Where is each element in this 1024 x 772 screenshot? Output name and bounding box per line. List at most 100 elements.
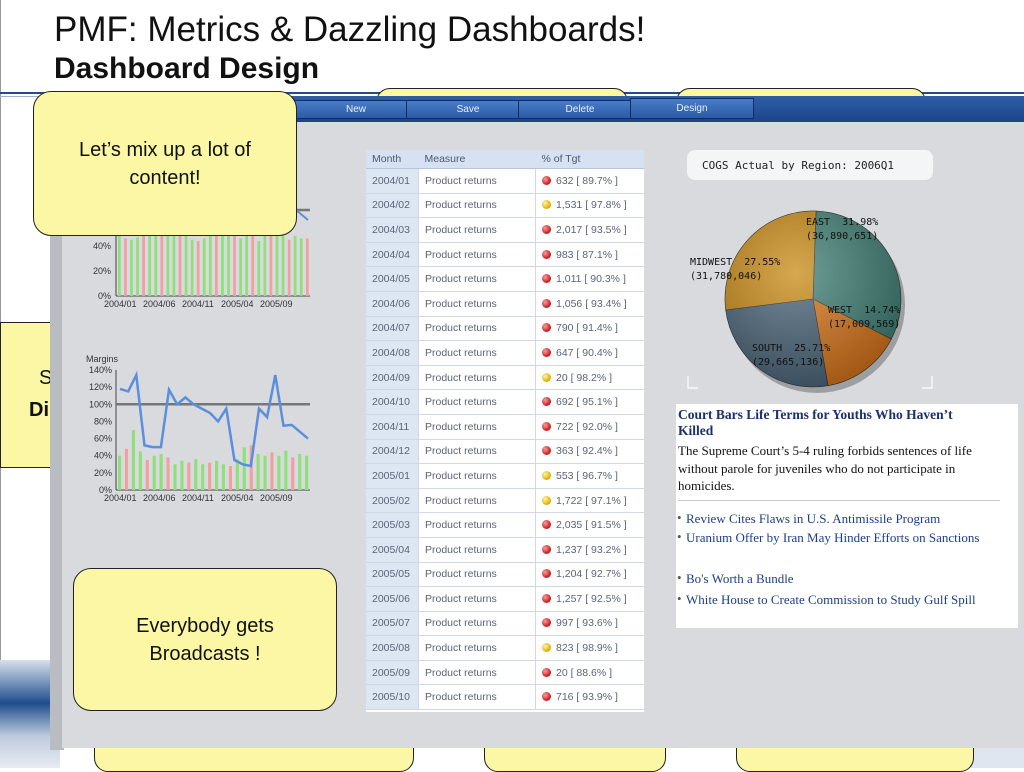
cell-month: 2004/02: [366, 193, 419, 219]
table-row[interactable]: 2004/05 Product returns 1,011 [ 90.3% ]: [366, 266, 644, 292]
x-tick-label: 2004/06: [143, 299, 176, 309]
table-row[interactable]: 2005/06 Product returns 1,257 [ 92.5% ]: [366, 586, 644, 612]
callout-fragment-1: S: [39, 367, 53, 389]
column-header-measure[interactable]: Measure: [418, 150, 536, 169]
pie-label-south-pct: 25.71%: [794, 343, 831, 354]
bar: [228, 466, 232, 490]
cell-month: 2004/04: [366, 242, 419, 268]
bar: [178, 206, 182, 296]
cell-pct-target: 722 [ 92.0% ]: [535, 414, 644, 440]
bar: [136, 237, 139, 296]
pie-label-east-name: EAST: [806, 217, 831, 228]
cell-measure: Product returns: [418, 316, 536, 342]
new-button[interactable]: New: [294, 100, 418, 119]
cell-measure: Product returns: [418, 562, 536, 588]
table-row[interactable]: 2005/03 Product returns 2,035 [ 91.5% ]: [366, 512, 644, 538]
bar: [190, 239, 194, 296]
cell-pct-value: 1,722 [ 97.1% ]: [556, 494, 627, 507]
bar: [284, 450, 288, 490]
bar: [221, 464, 226, 490]
bar: [201, 464, 205, 490]
save-button[interactable]: Save: [406, 100, 530, 119]
cell-pct-target: 823 [ 98.9% ]: [535, 635, 644, 661]
status-red-icon: [542, 397, 551, 407]
cell-pct-target: 1,204 [ 92.7% ]: [535, 562, 644, 588]
cell-pct-value: 1,204 [ 92.7% ]: [556, 568, 627, 581]
bar: [275, 218, 279, 296]
news-headline[interactable]: Court Bars Life Terms for Youths Who Hav…: [678, 407, 953, 438]
bar: [305, 238, 309, 296]
cell-measure: Product returns: [418, 463, 536, 489]
status-red-icon: [542, 323, 551, 333]
frame-corner: [922, 376, 933, 389]
cell-measure: Product returns: [418, 365, 536, 391]
table-row[interactable]: 2004/02 Product returns 1,531 [ 97.8% ]: [366, 193, 644, 219]
news-link[interactable]: White House to Create Commission to Stud…: [686, 592, 976, 607]
table-row[interactable]: 2004/12 Product returns 363 [ 92.4% ]: [366, 439, 644, 465]
pie-label-west-name: WEST: [828, 305, 853, 316]
news-link[interactable]: Review Cites Flaws in U.S. Antimissile P…: [686, 511, 941, 526]
table-row[interactable]: 2004/09 Product returns 20 [ 98.2% ]: [366, 365, 644, 391]
table-row[interactable]: 2005/04 Product returns 1,237 [ 93.2% ]: [366, 537, 644, 563]
cell-month: 2004/03: [366, 217, 419, 243]
cell-pct-value: 823 [ 98.9% ]: [556, 642, 618, 655]
table-row[interactable]: 2004/01 Product returns 632 [ 89.7% ]: [366, 168, 644, 194]
status-red-icon: [542, 446, 551, 456]
bar: [187, 462, 191, 490]
pie-label-midwest-amount: (31,780,046): [690, 271, 763, 282]
y-tick-label: 20%: [93, 266, 111, 276]
x-tick-label: 2004/01: [104, 493, 137, 503]
table-row[interactable]: 2005/10 Product returns 716 [ 93.9% ]: [366, 684, 644, 711]
table-row[interactable]: 2005/09 Product returns 20 [ 88.6% ]: [366, 660, 644, 686]
bar: [215, 221, 218, 296]
table-row[interactable]: 2005/01 Product returns 553 [ 96.7% ]: [366, 463, 644, 489]
bar: [299, 238, 303, 296]
callout-broadcasts: Everybody gets Broadcasts !: [73, 568, 337, 711]
table-row[interactable]: 2004/11 Product returns 722 [ 92.0% ]: [366, 414, 644, 440]
column-header-pct-target[interactable]: % of Tgt: [535, 150, 644, 169]
bar: [180, 460, 184, 490]
pie-label-south-name: SOUTH: [752, 343, 783, 354]
news-link[interactable]: Bo's Worth a Bundle: [686, 571, 794, 586]
table-row[interactable]: 2004/03 Product returns 2,017 [ 93.5% ]: [366, 217, 644, 243]
table-row[interactable]: 2005/08 Product returns 823 [ 98.9% ]: [366, 635, 644, 661]
status-red-icon: [542, 593, 551, 603]
status-yellow-icon: [542, 372, 551, 382]
bar: [233, 218, 236, 296]
pie-title-box: [687, 150, 933, 180]
table-row[interactable]: 2004/08 Product returns 647 [ 90.4% ]: [366, 340, 644, 366]
table-row[interactable]: 2004/04 Product returns 983 [ 87.1% ]: [366, 242, 644, 268]
table-header-row: Month Measure % of Tgt: [366, 150, 644, 169]
news-bullet: •: [677, 510, 682, 525]
callout-fragment-2: Di: [29, 399, 49, 421]
cell-month: 2004/05: [366, 266, 419, 292]
percent-bar-chart: 0%20%40%60%2004/012004/062004/112005/042…: [93, 196, 310, 309]
x-tick-label: 2005/04: [221, 299, 254, 309]
table-row[interactable]: 2005/07 Product returns 997 [ 93.6% ]: [366, 611, 644, 637]
design-button[interactable]: Design: [630, 98, 754, 119]
bar: [208, 223, 212, 296]
cell-pct-target: 1,257 [ 92.5% ]: [535, 586, 644, 612]
y-tick-label: 120%: [89, 382, 112, 392]
status-red-icon: [542, 249, 551, 259]
pie-gloss: [725, 211, 901, 387]
table-row[interactable]: 2004/07 Product returns 790 [ 91.4% ]: [366, 316, 644, 342]
table-row[interactable]: 2005/05 Product returns 1,204 [ 92.7% ]: [366, 562, 644, 588]
y-tick-label: 0%: [98, 291, 111, 301]
bar: [242, 447, 246, 490]
news-divider: [678, 500, 1000, 501]
table-row[interactable]: 2004/10 Product returns 692 [ 95.1% ]: [366, 389, 644, 415]
returns-table: Month Measure % of Tgt 2004/01 Product re…: [366, 150, 644, 712]
cell-pct-value: 790 [ 91.4% ]: [556, 322, 618, 335]
table-row[interactable]: 2004/06 Product returns 1,056 [ 93.4% ]: [366, 291, 644, 317]
bar: [160, 208, 164, 296]
column-header-month[interactable]: Month: [366, 150, 419, 169]
status-red-icon: [542, 274, 551, 284]
delete-button[interactable]: Delete: [518, 100, 642, 119]
bar: [291, 457, 295, 490]
cell-measure: Product returns: [418, 168, 536, 194]
y-tick-label: 40%: [93, 241, 111, 251]
news-link[interactable]: Uranium Offer by Iran May Hinder Efforts…: [686, 530, 980, 545]
status-yellow-icon: [542, 643, 551, 653]
table-row[interactable]: 2005/02 Product returns 1,722 [ 97.1% ]: [366, 488, 644, 514]
